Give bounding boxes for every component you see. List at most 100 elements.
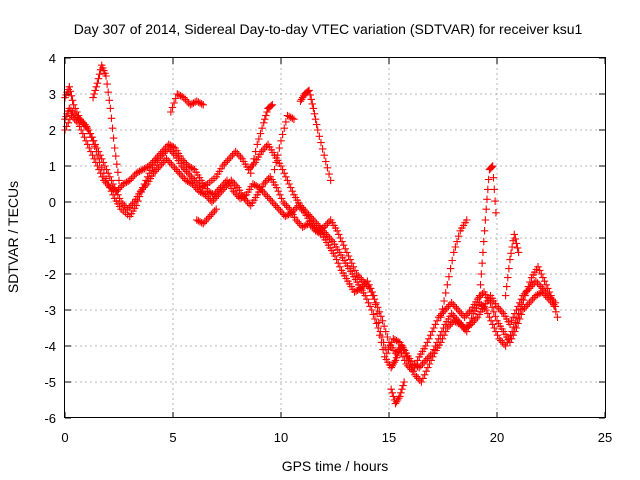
data-point [490, 308, 498, 316]
data-point [67, 92, 76, 100]
data-point [514, 319, 522, 328]
data-point [312, 120, 321, 129]
data-point [451, 243, 460, 251]
data-point [438, 305, 447, 313]
data-point [448, 256, 456, 265]
data-point [387, 385, 395, 393]
data-point [307, 95, 315, 104]
data-point [105, 96, 114, 105]
data-point [91, 86, 99, 95]
data-point [513, 314, 521, 322]
data-point [310, 110, 319, 118]
data-point [89, 93, 97, 102]
data-point [369, 310, 378, 319]
data-point [261, 115, 269, 123]
y-tick-label: 2 [49, 123, 56, 138]
data-point [259, 119, 268, 127]
y-tick-label: -6 [44, 411, 56, 426]
data-point [277, 137, 285, 145]
data-point [392, 353, 401, 362]
data-point [490, 185, 499, 194]
data-point [491, 312, 500, 321]
data-point [477, 270, 486, 278]
data-point [517, 310, 526, 319]
data-point [97, 61, 106, 69]
data-point [199, 101, 207, 109]
data-point [440, 297, 448, 305]
y-tick-label: -1 [44, 231, 56, 246]
data-point [398, 385, 406, 393]
data-point [388, 389, 396, 397]
data-point [66, 87, 75, 96]
y-tick-label: 3 [49, 87, 56, 102]
data-point [492, 209, 500, 217]
series-track-3 [61, 104, 560, 372]
series-spike-8 [437, 216, 471, 321]
series-spike-1 [89, 61, 123, 185]
data-point [63, 88, 71, 96]
data-point [313, 126, 322, 134]
data-point [94, 74, 103, 83]
data-point [552, 308, 560, 316]
data-point [318, 145, 327, 153]
data-point [275, 144, 284, 152]
data-point [93, 79, 102, 87]
data-point [510, 230, 519, 239]
data-point [100, 66, 108, 75]
data-point [509, 323, 518, 331]
data-point [317, 138, 325, 147]
y-axis-label: SDTVAR / TECUs [5, 181, 21, 293]
data-point [476, 281, 485, 289]
data-point [508, 243, 516, 251]
data-point [99, 64, 107, 72]
x-axis-label: GPS time / hours [282, 458, 389, 474]
data-point [479, 248, 487, 257]
data-point [488, 163, 496, 171]
data-point [268, 101, 277, 109]
data-point [513, 244, 522, 252]
data-point [308, 100, 317, 108]
tick-labels: 0 5 10 15 20 25 -6 -5 -4 -3 -2 -1 0 1 2 3 4 [44, 51, 612, 445]
data-point [305, 86, 313, 95]
data-point [379, 338, 388, 347]
data-point [250, 155, 258, 163]
data-point [267, 101, 276, 110]
y-tick-label: 0 [49, 195, 56, 210]
data-point [400, 378, 408, 386]
data-point [441, 289, 450, 297]
data-point [511, 318, 520, 327]
y-tick-label: -5 [44, 375, 56, 390]
series-spike-4 [270, 111, 298, 174]
data-point [62, 91, 70, 99]
data-point [484, 175, 493, 184]
data-point [373, 309, 381, 318]
data-point [63, 110, 71, 118]
y-tick-label: 1 [49, 159, 56, 174]
data-point [212, 205, 220, 213]
data-point [515, 315, 524, 323]
series-track-1 [61, 83, 560, 375]
data-point [92, 83, 101, 91]
grid [65, 58, 605, 418]
data-point [320, 151, 328, 159]
x-tick-label: 5 [169, 430, 176, 445]
data-point [311, 115, 320, 123]
y-tick-label: -2 [44, 267, 56, 282]
data-point [370, 291, 378, 300]
data-point [280, 124, 288, 132]
data-point [103, 80, 111, 88]
data-point [102, 72, 110, 80]
data-point [371, 300, 380, 309]
data-point [443, 281, 452, 289]
x-tick-label: 20 [490, 430, 504, 445]
data-point [290, 115, 298, 123]
data-point [323, 164, 332, 172]
series-spike-3 [247, 101, 277, 177]
data-point [502, 282, 511, 291]
data-point [489, 173, 498, 182]
data-point [389, 392, 398, 401]
data-point [95, 70, 104, 78]
data-point [478, 259, 486, 267]
data-point [115, 176, 123, 185]
